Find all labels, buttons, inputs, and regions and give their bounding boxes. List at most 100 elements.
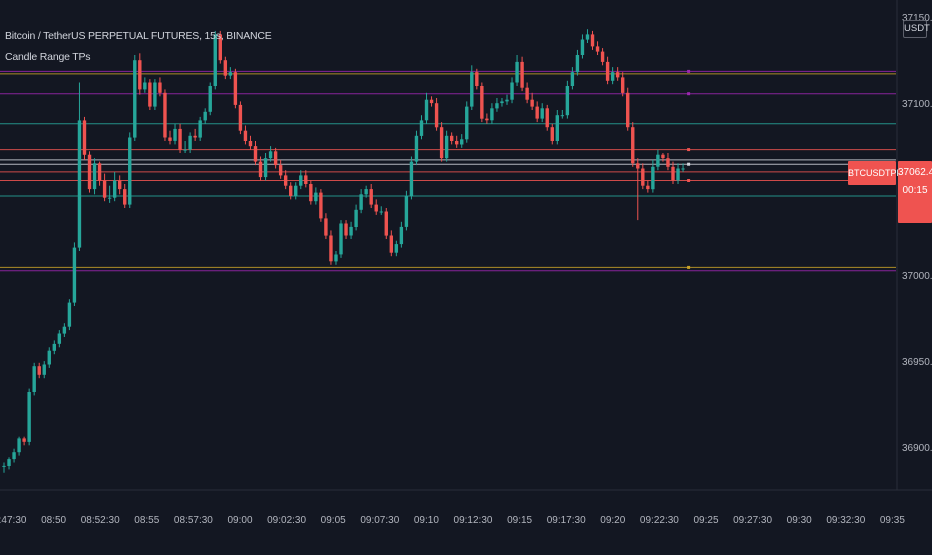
candle-body bbox=[62, 326, 67, 334]
candle-body bbox=[228, 72, 233, 76]
candle-body bbox=[585, 34, 590, 40]
candle-body bbox=[369, 189, 373, 205]
price-tick-label: 36950.0 bbox=[902, 357, 932, 368]
candle-body bbox=[419, 120, 424, 136]
level-marker bbox=[687, 265, 691, 269]
candle-body bbox=[158, 82, 162, 93]
candle-body bbox=[580, 39, 585, 55]
candle-body bbox=[263, 158, 268, 178]
candle-body bbox=[289, 185, 293, 196]
time-tick-label: 09:27:30 bbox=[733, 515, 772, 526]
time-tick-label: 09:10 bbox=[414, 515, 439, 526]
candle-body bbox=[17, 438, 21, 453]
candle-body bbox=[636, 163, 640, 169]
candle-body bbox=[555, 115, 559, 141]
candle-body bbox=[414, 135, 419, 162]
time-tick-label: 09:20 bbox=[600, 515, 625, 526]
time-tick-label: 08:57:30 bbox=[174, 515, 213, 526]
candle-body bbox=[97, 163, 102, 181]
candle-body bbox=[384, 211, 388, 236]
price-axis[interactable]: 37150.0 37100.0 37000.0 36950.0 36900.0 bbox=[902, 13, 932, 454]
candle-body bbox=[379, 211, 383, 213]
time-tick-label: 09:12:30 bbox=[454, 515, 493, 526]
candle-body bbox=[480, 86, 484, 119]
candle-body bbox=[681, 168, 685, 170]
candle-body bbox=[112, 180, 117, 198]
time-tick-label: 09:22:30 bbox=[640, 515, 679, 526]
level-markers bbox=[687, 69, 691, 269]
time-tick-label: 09:32:30 bbox=[826, 515, 865, 526]
candle-body bbox=[590, 34, 595, 47]
candle-body bbox=[510, 82, 514, 100]
candle-body bbox=[283, 175, 288, 186]
candle-body bbox=[47, 350, 51, 365]
candle-body bbox=[238, 104, 243, 131]
candle-body bbox=[631, 127, 635, 164]
candle-body bbox=[102, 180, 107, 198]
candle-body bbox=[540, 108, 544, 119]
time-tick-label: 08:47:30 bbox=[0, 515, 27, 526]
candle-body bbox=[178, 128, 182, 150]
time-tick-label: 09:17:30 bbox=[547, 515, 586, 526]
price-tick-label: 37100.0 bbox=[902, 99, 932, 110]
candle-body bbox=[294, 185, 298, 196]
candle-body bbox=[610, 72, 615, 81]
candle-body bbox=[72, 247, 77, 303]
indicator-name[interactable]: Candle Range TPs bbox=[5, 51, 91, 63]
symbol-title[interactable]: Bitcoin / TetherUS PERPETUAL FUTURES, 15… bbox=[5, 30, 272, 42]
candle-body bbox=[349, 226, 353, 236]
candle-body bbox=[7, 459, 11, 466]
candle-body bbox=[32, 366, 36, 392]
candle-body bbox=[359, 194, 363, 210]
candle-body bbox=[615, 72, 620, 78]
candle-body bbox=[389, 235, 394, 253]
candle-body bbox=[434, 103, 439, 128]
candle-body bbox=[27, 392, 31, 442]
time-axis[interactable]: 08:47:30 08:50 08:52:30 08:55 08:57:30 09:00 0… bbox=[0, 515, 905, 526]
time-tick-label: 09:02:30 bbox=[267, 515, 306, 526]
candle-body bbox=[455, 141, 459, 145]
candle-body bbox=[183, 149, 187, 151]
last-price-value: 37062.4 bbox=[898, 167, 932, 178]
candle-body bbox=[148, 82, 152, 107]
candle-body bbox=[153, 82, 157, 107]
candle-body bbox=[364, 189, 368, 195]
candle-body bbox=[505, 99, 509, 102]
candle-body bbox=[620, 77, 625, 93]
candle-body bbox=[319, 192, 323, 219]
candle-body bbox=[676, 168, 680, 181]
candle-body bbox=[399, 226, 404, 245]
candle-body bbox=[314, 192, 318, 202]
candle-body bbox=[344, 223, 348, 236]
candle-body bbox=[243, 130, 248, 141]
candle-body bbox=[133, 60, 137, 138]
candle-body bbox=[57, 333, 62, 344]
candle-body bbox=[485, 118, 489, 121]
candle-body bbox=[248, 141, 253, 147]
candle-body bbox=[560, 115, 565, 117]
candle-body bbox=[107, 197, 112, 199]
candle-body bbox=[188, 135, 192, 150]
candle-body bbox=[500, 101, 504, 104]
candle-body bbox=[273, 151, 278, 166]
candle-body bbox=[651, 166, 655, 190]
candle-body bbox=[2, 465, 6, 467]
candle-body bbox=[605, 61, 610, 81]
candle-body bbox=[334, 254, 338, 262]
currency-button[interactable]: USDT bbox=[903, 20, 930, 38]
time-tick-label: 09:30 bbox=[787, 515, 812, 526]
candle-body bbox=[646, 185, 650, 190]
candle-body bbox=[354, 209, 358, 227]
candle-body bbox=[82, 120, 87, 155]
candle-body bbox=[253, 146, 258, 162]
candle-body bbox=[575, 55, 580, 73]
candle-body bbox=[143, 82, 147, 90]
candle-body bbox=[218, 34, 222, 61]
candle-body bbox=[329, 235, 333, 262]
candle-body bbox=[52, 343, 56, 351]
candle-body bbox=[324, 218, 328, 236]
candle-body bbox=[117, 180, 122, 190]
price-tick-label: 37000.0 bbox=[902, 271, 932, 282]
candle-body bbox=[77, 120, 82, 248]
